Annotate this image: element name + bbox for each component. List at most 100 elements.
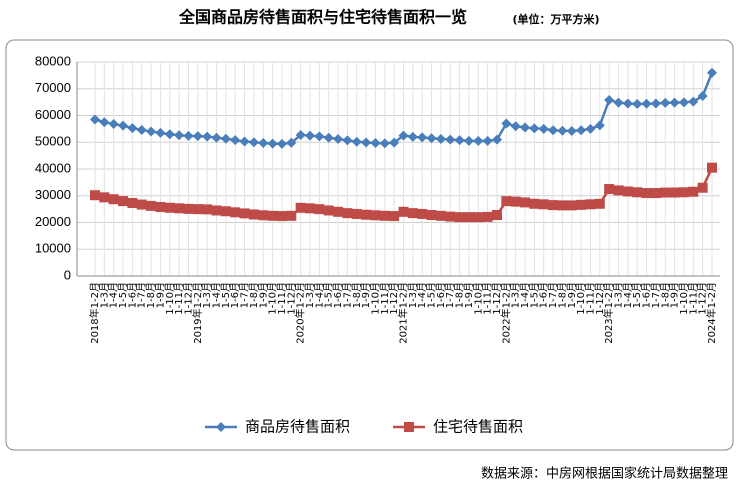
point [426,133,437,144]
point [697,90,708,101]
point [454,135,465,146]
point [370,210,381,221]
point [669,187,680,198]
point [342,208,353,219]
point [622,98,633,109]
point [118,196,129,207]
point [286,137,297,148]
point [164,202,175,213]
point [520,122,531,133]
y-tick-label: 50000 [35,134,71,149]
chart-title: 全国商品房待售面积与住宅待售面积一览 [178,8,467,27]
x-tick-label: 1-7月 [444,282,456,308]
point [183,130,194,141]
point [314,204,325,215]
point [276,138,287,149]
point [267,210,278,221]
point [576,125,587,136]
x-tick-label: 1-10月 [472,282,484,315]
point [407,208,418,219]
point [248,209,259,220]
x-tick-label: 1-6月 [538,282,550,308]
x-tick-label: 1-11月 [276,282,288,315]
point [146,200,157,211]
point [669,97,680,108]
x-tick-label: 1-4月 [622,282,634,308]
x-tick-label: 1-4月 [108,282,120,308]
x-tick-label: 1-5月 [323,282,335,308]
point [276,211,287,222]
x-tick-label: 1-8月 [248,282,260,308]
point [99,117,110,128]
point [295,202,306,213]
point [230,135,241,146]
chart-subtitle: (单位：万平方米) [512,12,599,26]
x-tick-label: 2024年1-2月 [705,282,718,344]
y-tick-label: 40000 [35,160,71,175]
point [211,205,222,216]
y-tick-label: 0 [64,267,71,282]
x-tick-label: 1-9月 [154,282,166,308]
point [404,422,414,432]
point [660,97,671,108]
point [604,94,615,105]
point [510,196,521,207]
point [239,208,250,219]
point [510,121,521,132]
point [632,98,643,109]
point [211,132,222,143]
point [389,137,400,148]
point [501,196,512,207]
point [445,134,456,145]
x-tick-label: 1-9月 [669,282,681,308]
x-tick-label: 1-3月 [407,282,419,308]
point [361,137,372,148]
point [258,210,269,221]
point [267,138,278,149]
point [491,134,502,145]
x-tick-label: 1-10月 [267,282,279,315]
point [678,187,689,198]
x-tick-label: 1-12月 [697,282,709,315]
point [641,188,652,199]
x-tick-label: 1-7月 [650,282,662,308]
x-tick-label: 1-3月 [613,282,625,308]
point [258,138,269,149]
x-tick-label: 2018年1-2月 [88,282,101,344]
point [192,204,203,215]
point [707,67,717,78]
point [127,197,138,208]
point [650,188,661,199]
point [445,211,456,222]
x-tick-label: 1-10月 [369,282,381,315]
x-tick-label: 1-12月 [491,282,503,315]
point [192,131,203,142]
point [613,185,624,196]
point [557,200,568,211]
point [295,130,306,141]
x-tick-label: 2022年1-2月 [499,282,512,344]
point [136,124,147,135]
point [548,125,559,136]
point [641,98,652,109]
point [230,207,241,218]
point [220,133,231,144]
point [398,206,409,217]
point [688,186,699,197]
x-tick-label: 1-5月 [631,282,643,308]
x-tick-label: 2019年1-2月 [191,282,204,344]
legend-label: 住宅待售面积 [433,418,523,436]
point [538,199,549,210]
x-tick-label: 1-11月 [379,282,391,315]
x-tick-label: 1-4月 [313,282,325,308]
x-tick-label: 1-9月 [257,282,269,308]
x-tick-label: 1-12月 [594,282,606,315]
x-tick-label: 1-7月 [136,282,148,308]
point [118,120,129,131]
point [314,131,325,142]
point [660,187,671,198]
point [491,210,502,221]
point [333,206,344,217]
x-tick-label: 1-10月 [678,282,690,315]
x-tick-label: 1-12月 [182,282,194,315]
